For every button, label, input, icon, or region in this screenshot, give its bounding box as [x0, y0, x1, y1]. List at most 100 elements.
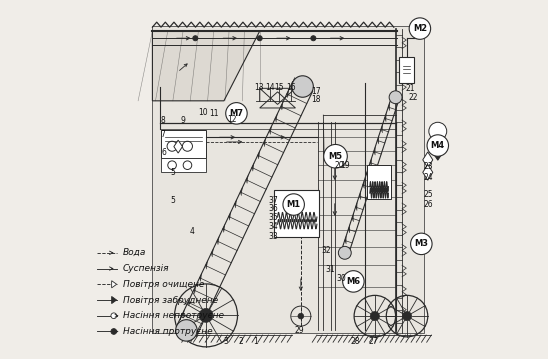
Text: 5: 5 [171, 168, 175, 177]
Text: 26: 26 [424, 200, 433, 209]
Polygon shape [378, 136, 379, 144]
Circle shape [410, 233, 432, 255]
Circle shape [429, 122, 447, 140]
Text: 14: 14 [265, 83, 275, 92]
Text: 20: 20 [334, 162, 344, 171]
Text: 3: 3 [223, 337, 228, 346]
Circle shape [338, 246, 351, 259]
Polygon shape [194, 285, 196, 294]
Polygon shape [270, 126, 271, 135]
Text: 12: 12 [227, 115, 237, 124]
Text: M3: M3 [414, 239, 429, 248]
Text: 13: 13 [254, 83, 264, 92]
Polygon shape [293, 77, 295, 85]
Polygon shape [112, 297, 117, 304]
Text: 28: 28 [351, 337, 360, 346]
Text: 9: 9 [180, 116, 185, 125]
Text: 24: 24 [424, 173, 433, 182]
Circle shape [298, 313, 304, 319]
Polygon shape [240, 187, 242, 196]
Text: M2: M2 [413, 24, 427, 33]
Circle shape [427, 135, 448, 156]
Text: 19: 19 [340, 162, 350, 171]
Circle shape [183, 161, 192, 169]
Text: M5: M5 [328, 152, 342, 161]
Text: 32: 32 [321, 246, 330, 255]
Polygon shape [174, 140, 182, 153]
Circle shape [176, 320, 197, 341]
Text: M6: M6 [346, 277, 361, 286]
Text: M7: M7 [230, 109, 243, 118]
Bar [152, 26, 424, 333]
Polygon shape [246, 175, 248, 183]
Circle shape [111, 313, 117, 318]
Text: 17: 17 [311, 87, 321, 96]
Text: 33: 33 [269, 232, 278, 241]
Text: 16: 16 [287, 83, 296, 92]
Polygon shape [385, 113, 386, 122]
Text: M4: M4 [431, 141, 445, 150]
Polygon shape [359, 191, 361, 200]
Polygon shape [211, 249, 213, 257]
Polygon shape [182, 310, 184, 318]
Polygon shape [275, 114, 277, 122]
Circle shape [389, 91, 402, 104]
Circle shape [168, 161, 176, 169]
Polygon shape [367, 169, 368, 177]
Polygon shape [235, 200, 237, 208]
Bar [161, 130, 206, 158]
Circle shape [292, 76, 313, 97]
Polygon shape [423, 152, 433, 168]
Polygon shape [188, 298, 190, 306]
Bar [367, 165, 391, 199]
Text: 30: 30 [336, 274, 346, 283]
Polygon shape [217, 237, 219, 245]
Polygon shape [258, 151, 260, 159]
Circle shape [199, 308, 213, 322]
Circle shape [226, 103, 247, 124]
Circle shape [409, 18, 431, 39]
Text: 18: 18 [311, 94, 321, 103]
Text: 27: 27 [369, 337, 378, 346]
Circle shape [402, 312, 412, 321]
Polygon shape [223, 224, 225, 233]
Text: 11: 11 [209, 109, 219, 118]
Bar [274, 190, 319, 237]
Polygon shape [176, 322, 179, 331]
Polygon shape [349, 225, 350, 233]
Circle shape [257, 36, 262, 41]
Polygon shape [152, 31, 260, 101]
Polygon shape [352, 214, 353, 222]
Text: 23: 23 [424, 163, 433, 172]
Text: 25: 25 [424, 190, 433, 199]
Text: 21: 21 [406, 84, 415, 93]
Text: 5: 5 [171, 196, 175, 205]
Polygon shape [206, 261, 208, 269]
Polygon shape [264, 139, 266, 147]
Text: Повітря очищене: Повітря очищене [123, 280, 204, 289]
Circle shape [370, 312, 379, 321]
Circle shape [283, 194, 304, 215]
Polygon shape [388, 102, 390, 111]
Polygon shape [345, 236, 346, 244]
Text: 15: 15 [275, 83, 284, 92]
Text: 1: 1 [253, 337, 258, 346]
Polygon shape [433, 147, 442, 160]
Polygon shape [199, 273, 202, 281]
Bar [399, 57, 414, 83]
Polygon shape [341, 247, 342, 255]
Circle shape [342, 271, 364, 292]
Polygon shape [423, 164, 433, 180]
Polygon shape [229, 212, 231, 220]
Text: 4: 4 [190, 227, 195, 236]
Text: 8: 8 [161, 116, 165, 125]
Polygon shape [370, 158, 372, 166]
Text: M1: M1 [287, 200, 301, 209]
Text: Насіння непротруєне: Насіння непротруєне [123, 311, 224, 320]
Text: 2: 2 [239, 337, 243, 346]
Text: 31: 31 [326, 265, 335, 274]
Polygon shape [363, 180, 364, 188]
Text: 6: 6 [162, 148, 166, 157]
Text: 35: 35 [269, 213, 278, 222]
Polygon shape [287, 89, 289, 98]
